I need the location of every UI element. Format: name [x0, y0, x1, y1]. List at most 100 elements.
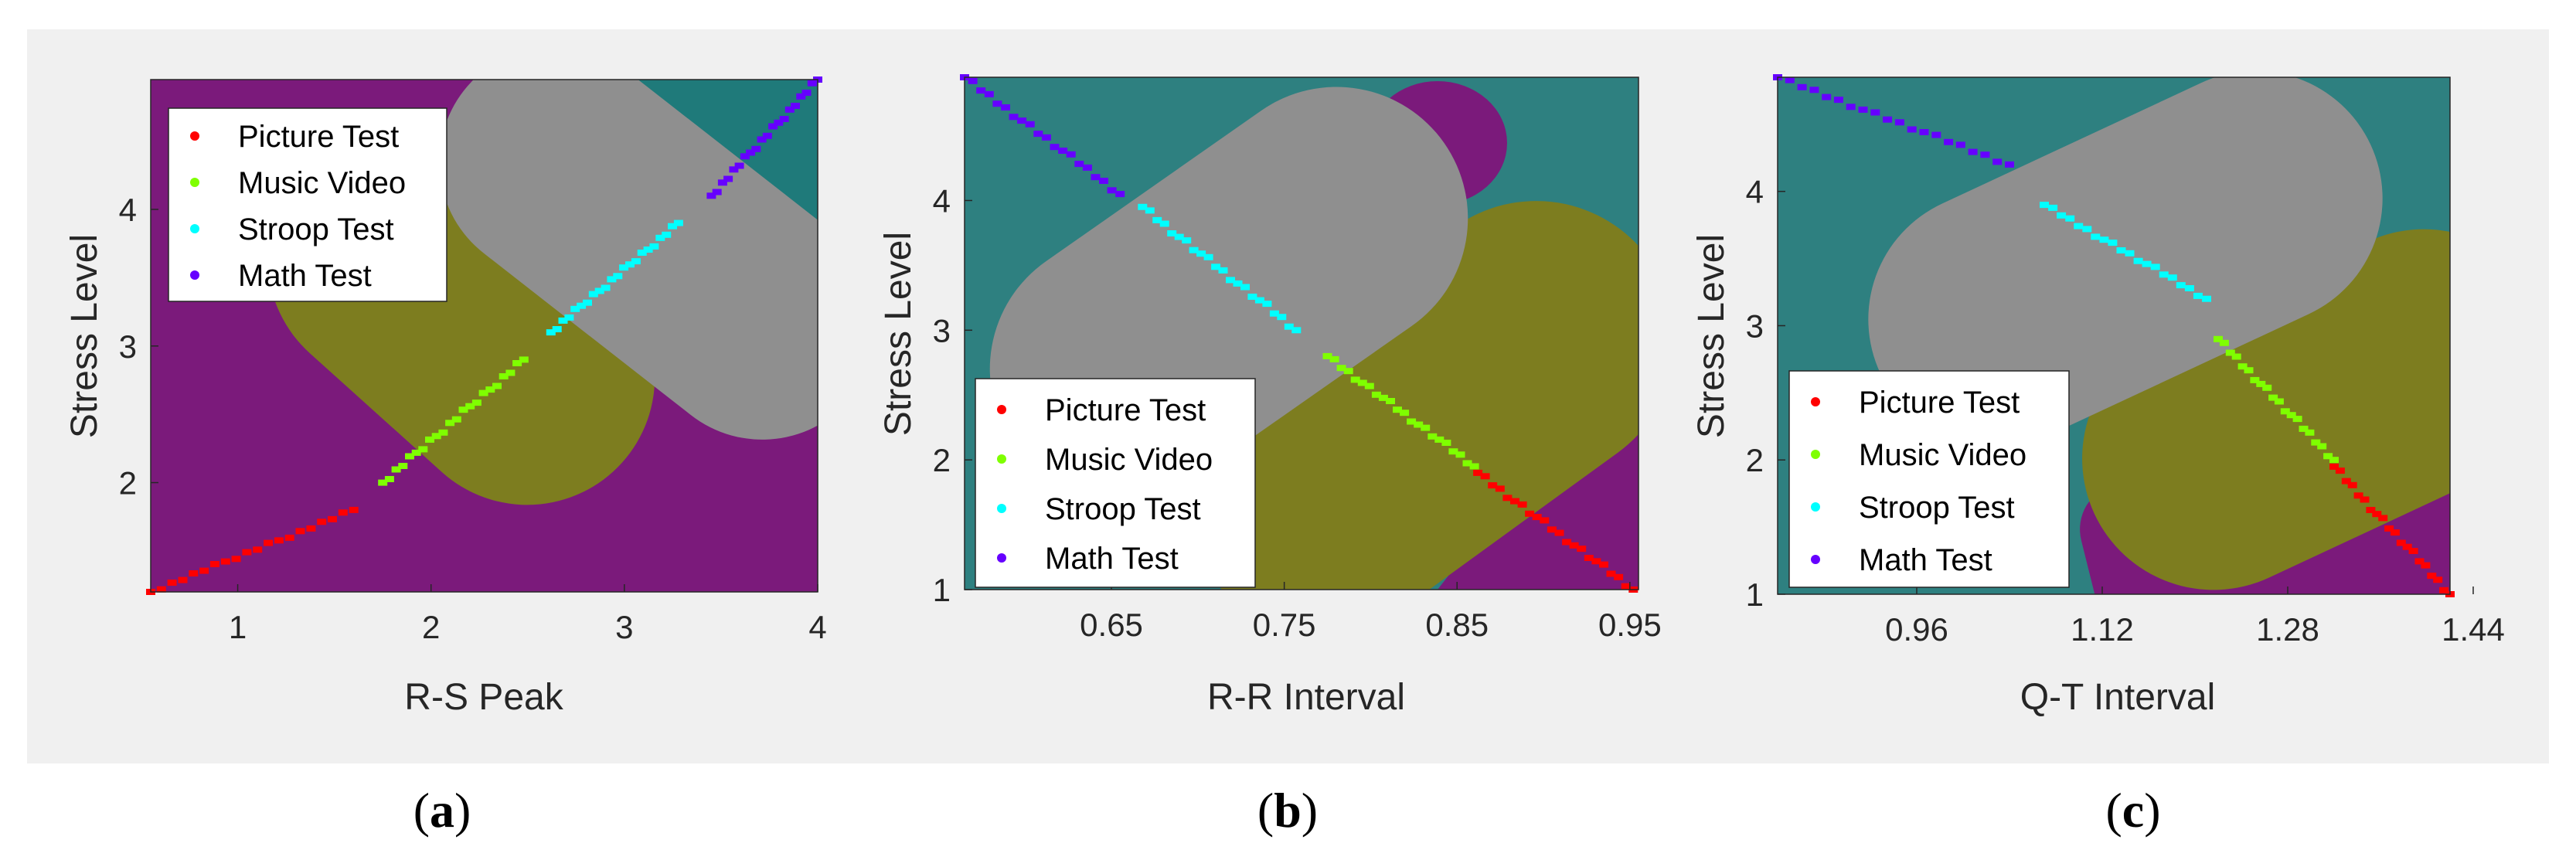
point-stroop-test-a-13: [625, 261, 635, 268]
legend-marker-math-a: [190, 270, 199, 280]
y-tick-label-b-1: 2: [933, 442, 951, 478]
point-music-video-b-11: [1400, 410, 1410, 416]
point-stroop-test-b-12: [1226, 277, 1235, 284]
legend-label-picture-b: Picture Test: [1045, 393, 1206, 427]
point-music-video-a-21: [519, 356, 529, 363]
point-picture-test-c-13: [2408, 548, 2418, 554]
point-stroop-test-c-8: [2108, 240, 2118, 246]
point-music-video-b-0: [1322, 352, 1332, 359]
point-stroop-test-c-17: [2184, 285, 2194, 291]
y-tick-label-b-0: 1: [933, 572, 951, 608]
caption-b-open: (: [1257, 783, 1274, 838]
y-ticks-a: 2 3 4: [119, 192, 158, 502]
point-picture-test-c-16: [2427, 573, 2437, 580]
point-math-test-c-15: [1955, 141, 1965, 148]
point-music-video-a-5: [411, 449, 421, 456]
point-stroop-test-b-14: [1240, 284, 1250, 291]
point-stroop-test-a-12: [619, 264, 629, 271]
point-picture-test-c-0: [2329, 463, 2339, 470]
points-b: [960, 74, 1638, 593]
point-stroop-test-c-1: [2048, 204, 2058, 211]
point-math-test-a-2: [717, 179, 727, 186]
point-music-video-c-12: [2286, 412, 2296, 419]
y-ticks-b: 1 2 3 4: [933, 182, 972, 608]
point-math-test-a-12: [774, 119, 784, 126]
point-picture-test-b-7: [1525, 510, 1535, 517]
point-stroop-test-b-19: [1277, 314, 1287, 321]
point-music-video-a-20: [512, 360, 522, 366]
point-math-test-a-8: [751, 145, 761, 152]
point-picture-test-b-11: [1554, 529, 1564, 536]
point-music-video-c-9: [2268, 394, 2278, 401]
point-math-test-a-10: [762, 132, 772, 139]
point-stroop-test-b-13: [1233, 280, 1243, 287]
point-picture-test-c-4: [2353, 492, 2363, 499]
point-stroop-test-c-19: [2202, 295, 2211, 302]
point-math-test-b-4: [992, 100, 1002, 107]
x-tick-label-a-3: 4: [808, 609, 826, 645]
point-math-test-a-1: [712, 189, 722, 196]
point-picture-test-a-12: [274, 537, 284, 544]
point-stroop-test-a-11: [613, 273, 623, 280]
legend-label-picture-a: Picture Test: [238, 120, 399, 154]
points-c: [1773, 74, 2455, 597]
point-music-video-c-13: [2292, 416, 2302, 423]
point-music-video-b-3: [1343, 368, 1353, 375]
point-stroop-test-b-21: [1291, 327, 1302, 334]
point-music-video-a-11: [451, 416, 461, 423]
caption-c-close: ): [2144, 783, 2160, 838]
point-music-video-a-1: [384, 476, 394, 482]
point-picture-test-b-8: [1532, 514, 1542, 521]
point-stroop-test-c-18: [2193, 292, 2203, 299]
y-tick-label-c-0: 1: [1746, 576, 1764, 613]
point-music-video-a-0: [378, 479, 388, 486]
x-ticks-c: 0.96 1.12 1.28 1.44: [1885, 586, 2505, 648]
point-math-test-a-5: [734, 162, 744, 169]
x-axis-label-c: Q-T Interval: [2020, 677, 2216, 718]
point-picture-test-c-10: [2390, 529, 2400, 536]
point-music-video-a-14: [471, 400, 482, 406]
point-picture-test-b-20: [1621, 583, 1631, 590]
point-music-video-b-4: [1350, 376, 1360, 383]
caption-b-letter: b: [1274, 783, 1302, 838]
point-picture-test-b-14: [1577, 546, 1587, 552]
point-picture-test-a-18: [338, 509, 348, 516]
point-math-test-c-2: [1797, 83, 1807, 90]
legend-box-c: [1788, 370, 2070, 588]
legend-marker-music-b: [997, 454, 1006, 464]
point-picture-test-a-17: [328, 515, 337, 522]
point-music-video-a-10: [445, 420, 455, 427]
legend-marker-math-c: [1811, 555, 1820, 564]
point-picture-test-a-19: [349, 506, 359, 513]
point-stroop-test-a-4: [570, 305, 580, 312]
point-music-video-b-12: [1407, 418, 1417, 425]
point-stroop-test-c-3: [2065, 215, 2075, 222]
x-tick-label-c-2: 1.28: [2256, 611, 2319, 648]
point-picture-test-c-7: [2372, 511, 2382, 518]
point-math-test-c-3: [1809, 87, 1819, 94]
point-music-video-c-17: [2317, 443, 2327, 450]
point-music-video-b-8: [1378, 394, 1388, 401]
caption-b-close: ): [1302, 783, 1318, 838]
point-picture-test-b-9: [1540, 517, 1550, 524]
point-music-video-a-8: [431, 433, 441, 440]
y-axis-label-a: Stress Level: [64, 234, 105, 438]
point-music-video-b-7: [1371, 391, 1381, 398]
point-stroop-test-a-5: [577, 302, 587, 309]
point-math-test-a-18: [807, 80, 817, 87]
legend-label-stroop-c: Stroop Test: [1859, 491, 2015, 525]
point-math-test-c-6: [1846, 104, 1856, 110]
point-picture-test-c-18: [2439, 586, 2449, 593]
point-stroop-test-a-14: [631, 258, 641, 265]
point-music-video-b-2: [1336, 365, 1346, 372]
caption-b: (b): [1257, 783, 1318, 838]
y-tick-label-b-2: 3: [933, 312, 951, 348]
point-picture-test-b-2: [1488, 482, 1498, 489]
y-tick-label-c-3: 4: [1746, 174, 1764, 210]
x-tick-label-a-2: 3: [615, 609, 633, 645]
point-stroop-test-c-15: [2167, 274, 2177, 281]
point-music-video-a-16: [485, 386, 495, 393]
point-math-test-b-12: [1058, 148, 1068, 154]
point-math-test-c-11: [1907, 126, 1917, 133]
